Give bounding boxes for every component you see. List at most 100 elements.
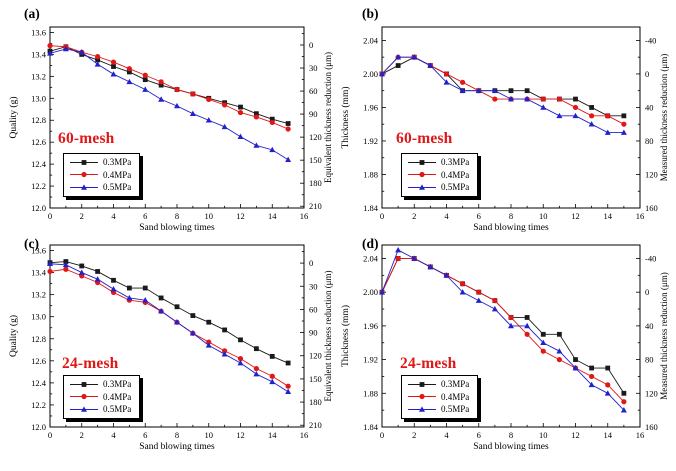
svg-text:180: 180 [309, 397, 322, 407]
svg-text:4: 4 [111, 430, 116, 440]
legend-label: 0.5MPa [441, 404, 470, 415]
svg-text:16: 16 [300, 430, 309, 440]
y-axis-title-left: Thickness (mm) [340, 86, 351, 148]
y-axis-title-right: Measured thickness reduction (μm) [659, 54, 669, 182]
svg-text:13.2: 13.2 [31, 71, 46, 81]
svg-text:2.04: 2.04 [363, 35, 379, 45]
square-marker-icon [70, 159, 98, 165]
axis-ticks [381, 40, 641, 209]
y-axis-title-left: Quality (g) [8, 97, 19, 139]
svg-text:1.88: 1.88 [363, 169, 378, 179]
svg-text:14: 14 [604, 430, 613, 440]
svg-text:1.84: 1.84 [363, 203, 379, 213]
svg-text:40: 40 [645, 321, 654, 331]
svg-text:12.0: 12.0 [31, 422, 46, 432]
axis-tick-labels: 0 2 4 6 8 10 12 14 16 1.84 1.88 1.92 1.96 2.00 2.04 -40… [363, 253, 658, 440]
svg-text:2.00: 2.00 [363, 287, 378, 297]
svg-text:12: 12 [571, 430, 580, 440]
svg-text:0: 0 [48, 430, 52, 440]
svg-text:16: 16 [636, 430, 645, 440]
svg-text:-40: -40 [645, 35, 656, 45]
legend-d: 0.3MPa 0.4MPa 0.5MPa [401, 375, 479, 419]
axis-tick-labels: 0 2 4 6 8 10 12 14 16 12.0 12.2 12.4 12.6 12.8 13.0 13.… [31, 27, 322, 221]
svg-text:12.2: 12.2 [31, 400, 46, 410]
triangle-marker-icon [70, 406, 98, 412]
legend-label: 0.3MPa [103, 379, 132, 390]
svg-text:10: 10 [205, 430, 214, 440]
plot-canvas-b: 0 2 4 6 8 10 12 14 16 1.84 1.88 1.92 1.96 2.00 2.04 -40… [340, 26, 669, 233]
legend-label: 0.5MPa [441, 182, 470, 193]
legend-item-0.5MPa: 0.5MPa [407, 403, 469, 416]
legend-item-0.3MPa: 0.3MPa [407, 378, 469, 391]
svg-text:12.0: 12.0 [31, 203, 46, 213]
svg-text:2: 2 [412, 211, 416, 221]
svg-text:14: 14 [604, 211, 613, 221]
legend-label: 0.5MPa [103, 182, 132, 193]
svg-text:8: 8 [175, 430, 179, 440]
legend-item-0.5MPa: 0.5MPa [69, 403, 131, 416]
svg-text:210: 210 [309, 420, 322, 430]
circle-marker-icon [70, 394, 98, 400]
y-axis-title-right: Equivalent thickness reduction (μm) [323, 52, 333, 183]
svg-text:12.6: 12.6 [31, 137, 46, 147]
svg-text:60: 60 [309, 304, 318, 314]
y-axis-title-right: Equivalent thickness reduction (μm) [323, 270, 333, 401]
legend-item-0.3MPa: 0.3MPa [69, 378, 131, 391]
svg-text:14: 14 [268, 430, 277, 440]
svg-text:1.92: 1.92 [363, 355, 378, 365]
axis-ticks [381, 258, 641, 428]
svg-text:2.00: 2.00 [363, 69, 378, 79]
panel-label-b: (b) [362, 6, 379, 21]
subplot-c: 0 2 4 6 8 10 12 14 16 12.0 12.2 12.4 12.6 12.8 13.0 13.… [0, 235, 338, 471]
panel-label-a: (a) [24, 6, 40, 21]
svg-text:6: 6 [477, 430, 481, 440]
svg-text:16: 16 [636, 211, 645, 221]
svg-text:30: 30 [309, 63, 318, 73]
svg-text:0: 0 [645, 69, 649, 79]
mesh-label-d: 24-mesh [400, 355, 457, 372]
svg-text:180: 180 [309, 178, 322, 188]
legend-b: 0.3MPa 0.4MPa 0.5MPa [401, 153, 479, 197]
panel-label-c: (c) [24, 236, 39, 251]
svg-text:160: 160 [645, 422, 658, 432]
svg-text:13.4: 13.4 [31, 49, 47, 59]
x-axis-title: Sand blowing times [473, 223, 549, 233]
svg-text:0: 0 [309, 40, 313, 50]
x-axis-title: Sand blowing times [139, 223, 215, 233]
svg-text:12: 12 [236, 211, 245, 221]
series-0.5MPa [47, 45, 292, 163]
axis-ticks [49, 250, 305, 428]
legend-label: 0.3MPa [441, 157, 470, 168]
circle-marker-icon [70, 172, 98, 178]
series-0.5MPa [47, 260, 292, 395]
legend-item-0.5MPa: 0.5MPa [407, 181, 469, 194]
mesh-label-b: 60-mesh [396, 130, 453, 147]
svg-text:12.4: 12.4 [31, 378, 47, 388]
triangle-marker-icon [70, 184, 98, 190]
axis-ticks [49, 32, 305, 209]
legend-item-0.4MPa: 0.4MPa [69, 169, 131, 182]
legend-item-0.3MPa: 0.3MPa [69, 156, 131, 169]
svg-text:0: 0 [48, 211, 52, 221]
svg-text:90: 90 [309, 328, 318, 338]
svg-text:1.96: 1.96 [363, 102, 378, 112]
svg-text:12.2: 12.2 [31, 181, 46, 191]
svg-text:10: 10 [205, 211, 214, 221]
svg-text:8: 8 [175, 211, 179, 221]
svg-text:4: 4 [444, 430, 449, 440]
svg-text:13.0: 13.0 [31, 312, 46, 322]
axis-tick-labels: 0 2 4 6 8 10 12 14 16 12.0 12.2 12.4 12.6 12.8 13.0 13.… [31, 246, 322, 440]
legend-item-0.4MPa: 0.4MPa [407, 391, 469, 404]
svg-text:150: 150 [309, 374, 322, 384]
svg-text:4: 4 [444, 211, 449, 221]
svg-text:10: 10 [539, 430, 548, 440]
square-marker-icon [70, 381, 98, 387]
svg-text:16: 16 [300, 211, 309, 221]
plot-canvas-c: 0 2 4 6 8 10 12 14 16 12.0 12.2 12.4 12.6 12.8 13.0 13.… [8, 244, 333, 452]
svg-text:8: 8 [509, 211, 513, 221]
svg-text:120: 120 [645, 388, 658, 398]
y-axis-title-left: Thickness (mm) [340, 305, 351, 367]
series-0.4MPa [47, 43, 291, 132]
legend-label: 0.4MPa [103, 169, 132, 180]
svg-text:80: 80 [645, 355, 654, 365]
